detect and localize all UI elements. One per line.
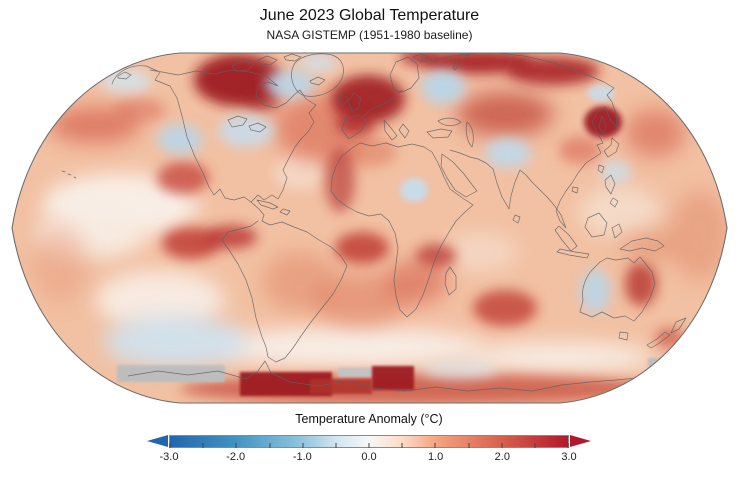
colorbar-tick-label: 1.0 <box>428 451 444 463</box>
coastline-europe <box>362 89 403 118</box>
coastline-iberia <box>341 114 368 140</box>
map-outline <box>11 52 728 404</box>
coastline-madagascar <box>444 266 457 296</box>
colorbar-tick-label: 2.0 <box>494 451 510 463</box>
coastline-iceland <box>309 76 326 86</box>
coastline-greece <box>398 123 410 139</box>
coastline-caribbean <box>256 199 291 216</box>
colorbar-tick-label: 3.0 <box>561 451 577 463</box>
colorbar-right-arrow <box>570 435 591 447</box>
colorbar-left-arrow <box>147 435 168 447</box>
coastline-australia <box>579 256 656 322</box>
coastline-east-asia-islands <box>571 164 619 208</box>
coastline-arctic-islands <box>117 53 302 80</box>
coastline-japan <box>598 115 620 158</box>
coastline-tasmania <box>618 331 629 341</box>
hawaii-islands <box>61 170 77 179</box>
coastline-south-america <box>221 201 348 363</box>
colorbar-tick-label: 0.0 <box>361 451 377 463</box>
coastline-arabia <box>440 153 478 198</box>
colorbar-tick-labels: -3.0 -2.0 -1.0 0.0 1.0 2.0 3.0 <box>160 451 577 465</box>
coastline-asia <box>419 53 618 229</box>
colorbar-tick-label: -2.0 <box>226 451 246 463</box>
missing-data-patch <box>338 368 374 377</box>
coastline-new-zealand <box>646 317 687 349</box>
colorbar-tick-label: -3.0 <box>159 451 179 463</box>
figure-subtitle: NASA GISTEMP (1951-1980 baseline) <box>266 28 473 42</box>
coastline-north-america <box>111 65 317 203</box>
colorbar-label: Temperature Anomaly (°C) <box>295 412 443 426</box>
coastline-antarctica <box>127 360 639 392</box>
coastline-sri-lanka <box>512 214 521 224</box>
black-sea <box>437 117 462 126</box>
coastline-new-guinea <box>619 237 665 252</box>
great-lakes <box>227 115 267 133</box>
coastline-scandinavia <box>389 56 420 93</box>
missing-data-patch <box>117 365 225 382</box>
coastline-svalbard <box>412 53 429 62</box>
coastline-british-isles <box>337 92 362 112</box>
coastline-greenland <box>291 53 344 97</box>
coastline-africa <box>330 142 474 318</box>
coastlines <box>61 53 687 392</box>
caspian-sea <box>465 121 474 148</box>
missing-data-patch <box>648 358 688 380</box>
figure-title: June 2023 Global Temperature <box>259 7 480 24</box>
coastline-novaya-zemlya <box>452 53 469 71</box>
coastline-indonesia <box>554 212 623 259</box>
temperature-field <box>12 53 727 403</box>
coastline-italy <box>383 119 398 141</box>
colorbar-tick-label: -1.0 <box>292 451 312 463</box>
coastline-anatolia <box>426 128 453 139</box>
colorbar-gradient-bar <box>169 435 569 448</box>
